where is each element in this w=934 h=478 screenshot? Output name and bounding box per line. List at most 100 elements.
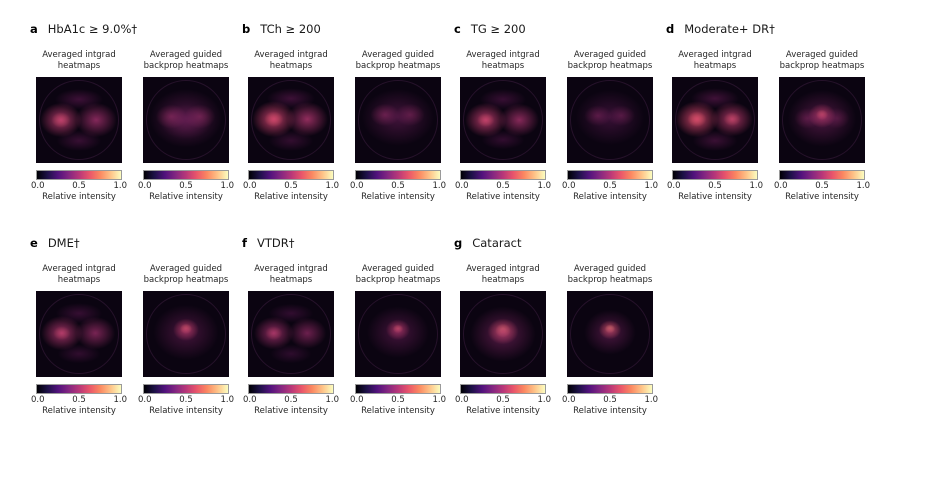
panel-title: Cataract (472, 236, 522, 250)
heatmap-image-intgrad (248, 291, 334, 377)
fundus-ring (146, 80, 226, 160)
colorbar-label: Relative intensity (785, 192, 859, 202)
colorbar-tick: 0.5 (496, 181, 510, 191)
colorbar-ticks: 0.0 0.5 1.0 (562, 395, 658, 405)
heatmap-unit-intgrad: Averaged intgrad heatmaps 0.0 0.5 1.0 Relativ… (454, 50, 552, 202)
colorbar-label: Relative intensity (149, 406, 223, 416)
colorbar-tick: 0.0 (138, 395, 152, 405)
colorbar-label: Relative intensity (42, 406, 116, 416)
colorbar-tick: 0.0 (562, 181, 576, 191)
colorbar-tick: 0.5 (603, 395, 617, 405)
heatmap-caption-line: Averaged intgrad (42, 264, 116, 274)
heatmap-caption: Averaged intgrad heatmaps (678, 50, 752, 73)
heatmap-image-intgrad (36, 77, 122, 163)
panel-header: f VTDR† (242, 236, 454, 251)
colorbar-tick: 0.5 (179, 181, 193, 191)
panel-title: VTDR† (257, 236, 295, 250)
colorbar-tick: 0.5 (708, 181, 722, 191)
fundus-ring (675, 80, 755, 160)
panel-c: c TG ≥ 200 Averaged intgrad heatmaps 0.0 0.5 1… (454, 22, 666, 202)
heatmap-image-guided (355, 77, 441, 163)
colorbar-ticks: 0.0 0.5 1.0 (562, 181, 658, 191)
colorbar-ticks: 0.0 0.5 1.0 (243, 395, 339, 405)
colorbar-ticks: 0.0 0.5 1.0 (31, 181, 127, 191)
heatmap-pair: Averaged intgrad heatmaps 0.0 0.5 1.0 Relativ… (666, 50, 878, 202)
colorbar-tick: 1.0 (220, 395, 234, 405)
heatmap-unit-intgrad: Averaged intgrad heatmaps 0.0 0.5 1.0 Relativ… (666, 50, 764, 202)
panel-title: DME† (47, 236, 80, 250)
colorbar-tick: 0.0 (350, 395, 364, 405)
heatmap-caption: Averaged guided backprop heatmaps (568, 264, 653, 287)
heatmap-pair: Averaged intgrad heatmaps 0.0 0.5 1.0 Relativ… (30, 50, 242, 202)
heatmap-caption-line: backprop heatmaps (567, 61, 653, 72)
heatmap-caption-line: Averaged guided (361, 50, 435, 60)
heatmap-caption-line: heatmaps (481, 61, 525, 72)
panel-header: c TG ≥ 200 (454, 22, 666, 37)
heatmap-caption-line: Averaged intgrad (466, 264, 540, 274)
colorbar-tick: 0.0 (455, 181, 469, 191)
heatmap-image-guided (355, 291, 441, 377)
colorbar-tick: 1.0 (325, 181, 339, 191)
colorbar-tick: 1.0 (537, 395, 551, 405)
colorbar (36, 170, 122, 180)
colorbar-tick: 0.5 (391, 395, 405, 405)
heatmap-pair: Averaged intgrad heatmaps 0.0 0.5 1.0 Relativ… (242, 264, 454, 416)
heatmap-pair: Averaged intgrad heatmaps 0.0 0.5 1.0 Relativ… (242, 50, 454, 202)
panel-letter: f (242, 236, 248, 250)
panel-title: TG ≥ 200 (470, 22, 526, 36)
colorbar-ticks: 0.0 0.5 1.0 (350, 395, 446, 405)
colorbar-tick: 0.5 (815, 181, 829, 191)
heatmap-caption-line: Averaged guided (573, 50, 647, 60)
colorbar-label: Relative intensity (149, 192, 223, 202)
figure: a HbA1c ≥ 9.0%† Averaged intgrad heatmaps 0.… (30, 22, 878, 416)
heatmap-caption-line: backprop heatmaps (355, 275, 441, 286)
heatmap-caption: Averaged intgrad heatmaps (466, 264, 540, 287)
colorbar-tick: 0.5 (179, 395, 193, 405)
colorbar-tick: 1.0 (856, 181, 870, 191)
heatmap-image-guided (567, 291, 653, 377)
heatmap-caption: Averaged intgrad heatmaps (254, 50, 328, 73)
colorbar (355, 384, 441, 394)
colorbar-ticks: 0.0 0.5 1.0 (243, 181, 339, 191)
fundus-ring (782, 80, 862, 160)
colorbar-tick: 0.5 (72, 395, 86, 405)
heatmap-image-guided (143, 291, 229, 377)
heatmap-image-intgrad (36, 291, 122, 377)
colorbar (36, 384, 122, 394)
heatmap-caption-line: heatmaps (269, 275, 313, 286)
heatmap-image-guided (143, 77, 229, 163)
colorbar-tick: 1.0 (644, 395, 658, 405)
colorbar-tick: 0.5 (284, 181, 298, 191)
heatmap-caption-line: heatmaps (693, 61, 737, 72)
panel-header: e DME† (30, 236, 242, 251)
heatmap-caption-line: backprop heatmaps (143, 61, 229, 72)
colorbar-ticks: 0.0 0.5 1.0 (455, 395, 551, 405)
heatmap-caption: Averaged guided backprop heatmaps (780, 50, 865, 73)
heatmap-caption-line: Averaged guided (573, 264, 647, 274)
heatmap-unit-intgrad: Averaged intgrad heatmaps 0.0 0.5 1.0 Relativ… (30, 50, 128, 202)
heatmap-image-intgrad (672, 77, 758, 163)
fundus-ring (570, 80, 650, 160)
colorbar-tick: 0.5 (72, 181, 86, 191)
colorbar-ticks: 0.0 0.5 1.0 (138, 395, 234, 405)
panel-a: a HbA1c ≥ 9.0%† Averaged intgrad heatmaps 0.… (30, 22, 242, 202)
colorbar-ticks: 0.0 0.5 1.0 (774, 181, 870, 191)
panel-title: TCh ≥ 200 (260, 22, 321, 36)
colorbar (355, 170, 441, 180)
heatmap-caption: Averaged intgrad heatmaps (42, 50, 116, 73)
colorbar-ticks: 0.0 0.5 1.0 (138, 181, 234, 191)
heatmap-caption: Averaged guided backprop heatmaps (144, 264, 229, 287)
heatmap-caption-line: Averaged intgrad (254, 264, 328, 274)
heatmap-caption-line: Averaged intgrad (678, 50, 752, 60)
colorbar-tick: 1.0 (113, 181, 127, 191)
colorbar-tick: 0.5 (603, 181, 617, 191)
panel-letter: g (454, 236, 463, 250)
colorbar-label: Relative intensity (42, 192, 116, 202)
panel-letter: c (454, 22, 461, 36)
fundus-ring (358, 80, 438, 160)
colorbar-tick: 0.5 (284, 395, 298, 405)
heatmap-unit-intgrad: Averaged intgrad heatmaps 0.0 0.5 1.0 Relativ… (242, 50, 340, 202)
heatmap-unit-intgrad: Averaged intgrad heatmaps 0.0 0.5 1.0 Relativ… (30, 264, 128, 416)
heatmap-caption: Averaged guided backprop heatmaps (568, 50, 653, 73)
colorbar (460, 170, 546, 180)
